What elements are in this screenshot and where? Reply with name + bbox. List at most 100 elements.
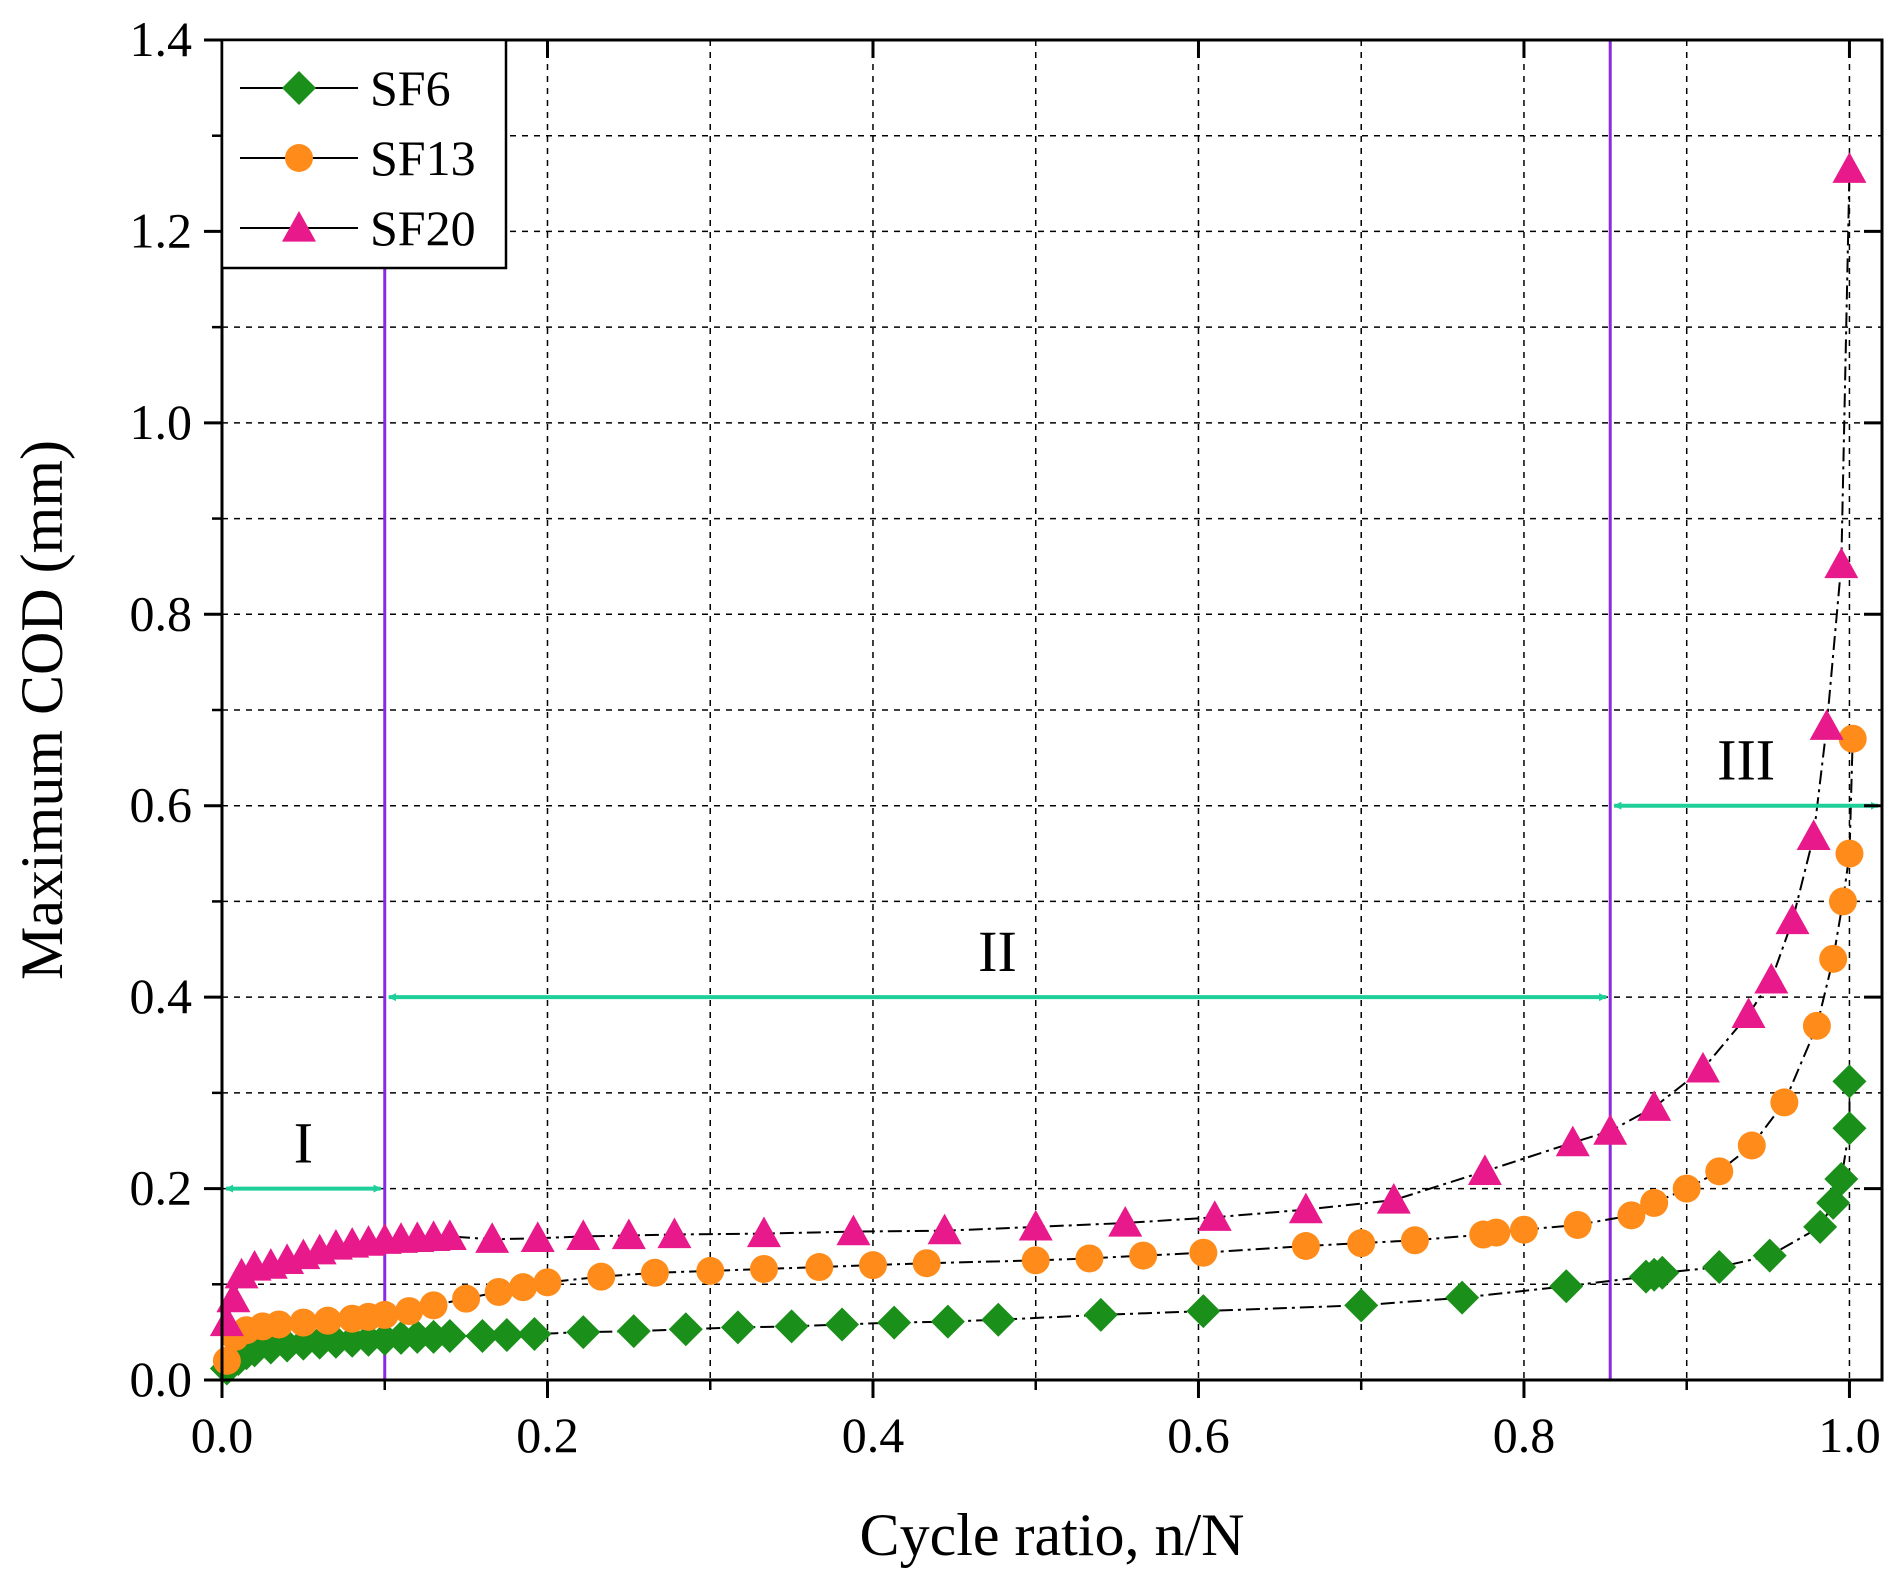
point-SF20-37	[1796, 819, 1831, 850]
point-SF13-37	[1705, 1157, 1734, 1186]
y-tick-label-5: 1.0	[130, 394, 193, 450]
point-SF20-30	[1555, 1125, 1590, 1157]
point-SF20-15	[432, 1219, 467, 1251]
point-SF13-25	[1129, 1241, 1158, 1270]
x-tick-label-2: 0.4	[842, 1407, 905, 1463]
point-SF20-33	[1685, 1051, 1720, 1083]
point-SF13-12	[452, 1284, 481, 1313]
point-SF13-13	[484, 1277, 513, 1306]
point-SF20-0	[209, 1305, 244, 1337]
point-SF20-26	[1197, 1200, 1232, 1231]
point-SF20-38	[1809, 709, 1844, 740]
point-SF20-21	[746, 1216, 781, 1248]
legend-label-SF6: SF6	[370, 60, 451, 116]
point-SF13-32	[1509, 1215, 1538, 1244]
point-SF20-20	[657, 1217, 692, 1249]
point-SF6-22	[720, 1310, 755, 1345]
series-line-SF20	[225, 169, 1851, 1323]
point-SF6-41	[1832, 1111, 1867, 1146]
point-SF13-40	[1802, 1011, 1831, 1040]
point-SF13-18	[696, 1256, 725, 1285]
point-SF13-6	[313, 1306, 342, 1335]
x-axis-title: Cycle ratio, n/N	[860, 1502, 1245, 1568]
point-SF13-26	[1189, 1238, 1218, 1267]
point-SF13-42	[1828, 887, 1857, 916]
point-SF20-36	[1775, 903, 1810, 935]
point-SF13-14	[509, 1273, 538, 1302]
point-SF13-21	[858, 1251, 887, 1280]
y-tick-label-6: 1.2	[130, 202, 193, 258]
point-SF20-29	[1467, 1154, 1502, 1185]
point-SF13-10	[395, 1297, 424, 1326]
point-SF13-31	[1482, 1218, 1511, 1247]
point-SF13-23	[1021, 1246, 1050, 1275]
point-SF20-35	[1754, 962, 1789, 994]
legend-marker-SF13	[285, 144, 313, 172]
point-SF6-36	[1702, 1250, 1737, 1285]
point-SF13-43	[1835, 839, 1864, 868]
stage-label-III: III	[1717, 728, 1775, 793]
point-SF13-22	[912, 1249, 941, 1278]
point-SF13-28	[1347, 1229, 1376, 1258]
point-SF13-35	[1640, 1188, 1669, 1217]
point-SF13-33	[1563, 1210, 1592, 1239]
point-SF6-17	[489, 1318, 524, 1353]
point-SF13-24	[1075, 1244, 1104, 1273]
point-SF13-38	[1737, 1131, 1766, 1160]
point-SF20-31	[1593, 1114, 1628, 1145]
legend-marker-SF6	[282, 71, 316, 105]
point-SF6-23	[774, 1309, 809, 1344]
point-SF6-27	[981, 1302, 1016, 1337]
y-tick-label-2: 0.4	[130, 968, 193, 1024]
point-SF13-34	[1617, 1201, 1646, 1230]
point-SF13-44	[1838, 724, 1867, 753]
series-markers	[209, 152, 1867, 1386]
point-SF6-37	[1752, 1238, 1787, 1273]
point-SF6-20	[616, 1314, 651, 1349]
point-SF6-18	[517, 1317, 552, 1352]
x-tick-label-1: 0.2	[516, 1407, 579, 1463]
point-SF6-19	[566, 1315, 601, 1350]
point-SF6-35	[1645, 1255, 1680, 1290]
x-tick-label-0: 0.0	[191, 1407, 254, 1463]
point-SF20-25	[1108, 1206, 1143, 1237]
legend-label-SF20: SF20	[370, 200, 476, 256]
grid	[222, 40, 1882, 1380]
point-SF6-26	[930, 1304, 965, 1339]
point-SF6-16	[465, 1318, 500, 1353]
point-SF20-28	[1376, 1183, 1411, 1214]
point-SF6-15	[432, 1318, 467, 1353]
point-SF20-23	[927, 1213, 962, 1245]
point-SF6-32	[1549, 1269, 1584, 1304]
point-SF13-0	[212, 1346, 241, 1375]
point-SF20-22	[836, 1214, 871, 1246]
point-SF20-1	[216, 1281, 251, 1313]
point-SF20-2	[224, 1257, 259, 1289]
point-SF20-39	[1824, 547, 1859, 579]
point-SF13-36	[1672, 1174, 1701, 1203]
point-SF13-4	[264, 1310, 293, 1339]
point-SF20-40	[1832, 152, 1867, 183]
x-tick-label-3: 0.6	[1167, 1407, 1230, 1463]
point-SF13-27	[1291, 1232, 1320, 1260]
legend-box	[220, 38, 508, 270]
legend-label-SF13: SF13	[370, 130, 476, 186]
point-SF20-18	[566, 1219, 601, 1251]
y-tick-label-0: 0.0	[130, 1351, 193, 1407]
y-tick-label-1: 0.2	[130, 1160, 193, 1216]
point-SF20-32	[1637, 1090, 1672, 1121]
point-SF20-27	[1288, 1192, 1323, 1224]
point-SF13-17	[640, 1258, 669, 1287]
stage-label-I: I	[294, 1111, 313, 1176]
point-SF6-25	[877, 1305, 912, 1340]
point-SF13-15	[533, 1268, 562, 1297]
point-SF20-16	[475, 1222, 510, 1253]
point-SF13-19	[749, 1254, 778, 1283]
point-SF20-17	[520, 1221, 555, 1252]
point-SF6-40	[1824, 1162, 1859, 1196]
point-SF6-28	[1083, 1297, 1118, 1332]
point-SF6-31	[1445, 1280, 1480, 1315]
